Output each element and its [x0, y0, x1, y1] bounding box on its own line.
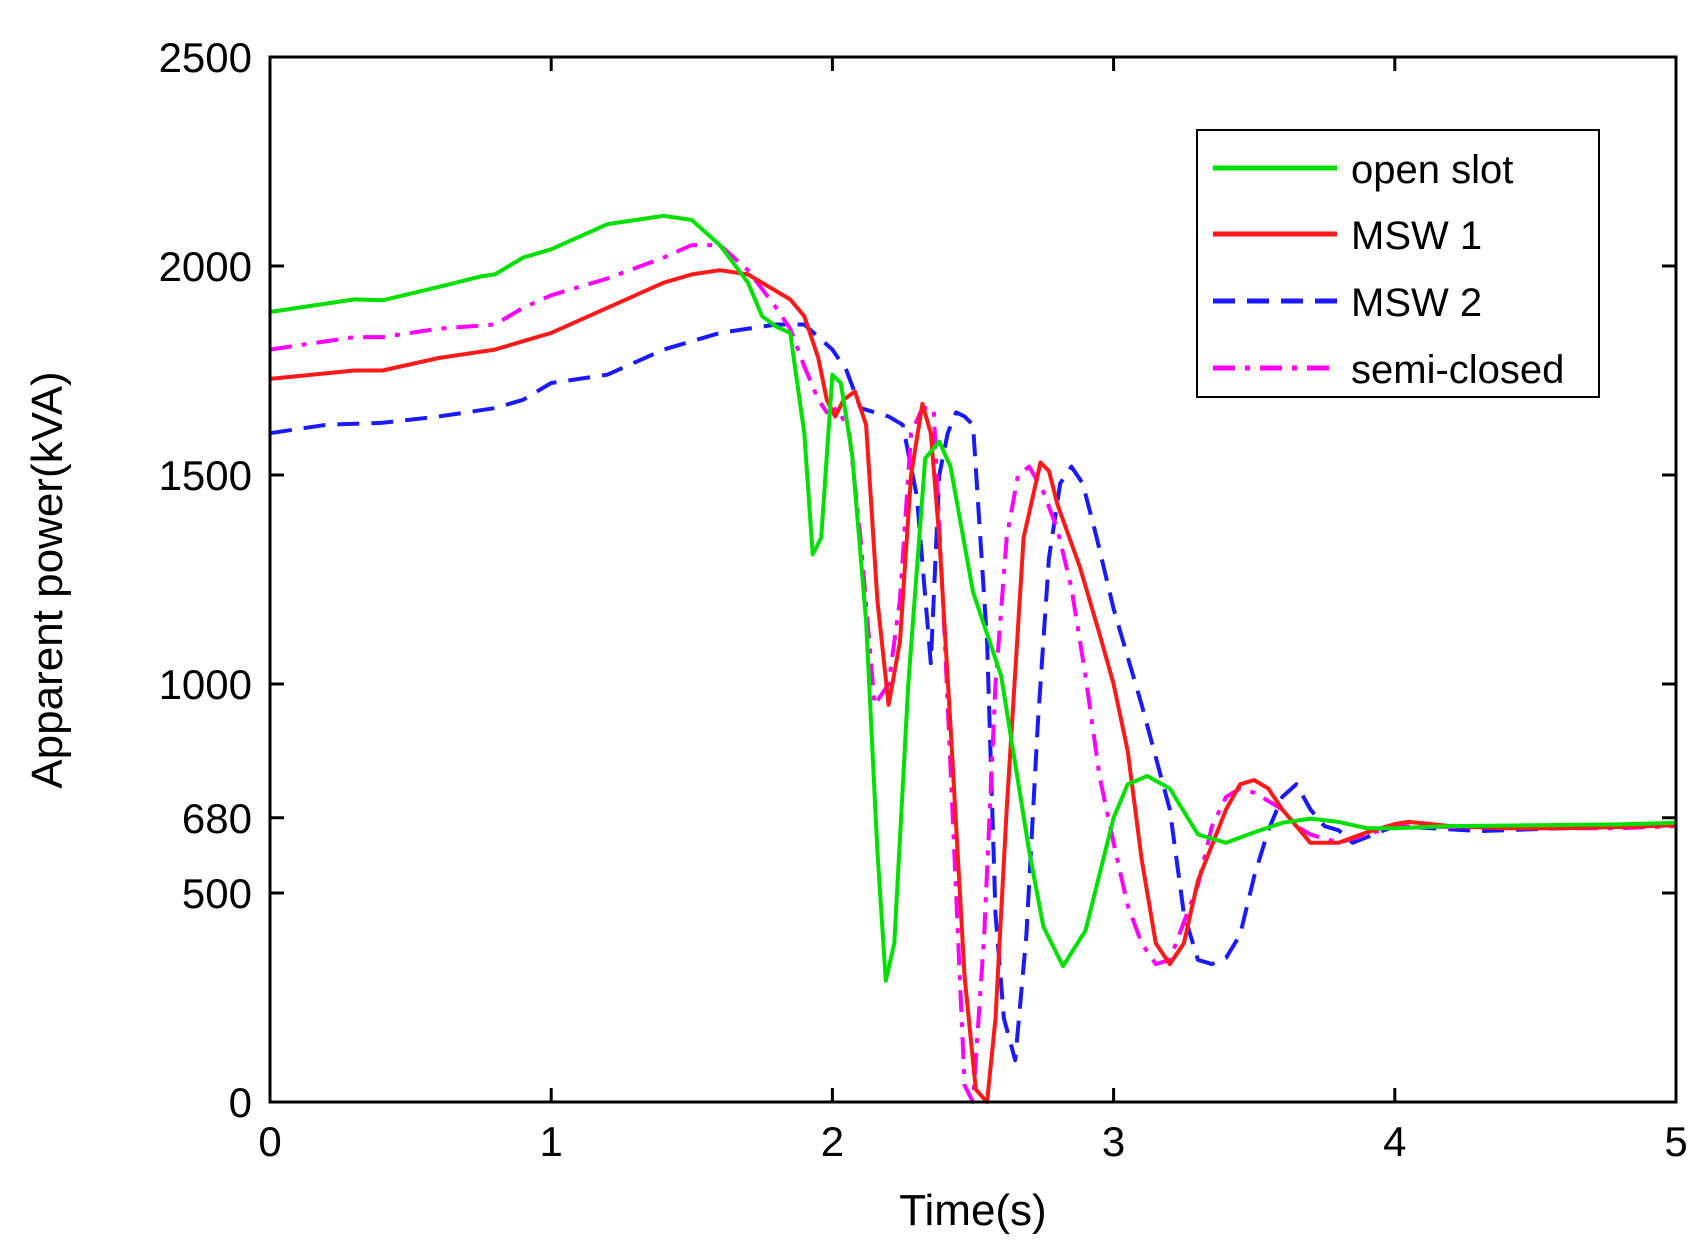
x-tick-label: 2: [821, 1118, 844, 1165]
y-axis-title: Apparent power(kVA): [23, 371, 72, 788]
x-tick-label: 5: [1664, 1118, 1687, 1165]
legend: open slot MSW 1 MSW 2 semi-closed: [1196, 129, 1600, 398]
legend-label-open-slot: open slot: [1351, 148, 1513, 192]
x-tick-label: 0: [258, 1118, 281, 1165]
y-tick-label: 2500: [159, 34, 252, 81]
legend-label-msw-2: MSW 2: [1351, 281, 1482, 325]
y-tick-label: 1000: [159, 661, 252, 708]
x-tick-label: 3: [1102, 1118, 1125, 1165]
series-line-msw-2: [269, 322, 1677, 1063]
legend-label-semi-closed: semi-closed: [1351, 348, 1564, 392]
series-layer: [269, 213, 1677, 1104]
legend-label-msw-1: MSW 1: [1351, 214, 1482, 258]
plot-area-frame: [268, 55, 1678, 1104]
y-tick-label: 2000: [159, 243, 252, 290]
x-tick-label: 1: [540, 1118, 563, 1165]
y-tick-label: 0: [229, 1079, 252, 1126]
series-line-semi-closed: [269, 243, 1677, 1104]
y-tick-label: 500: [182, 870, 252, 917]
y-tick-label: 1500: [159, 452, 252, 499]
x-tick-label: 4: [1383, 1118, 1406, 1165]
series-line-msw-1: [269, 268, 1677, 1104]
x-axis-title: Time(s): [899, 1186, 1046, 1235]
tick-layer: [268, 55, 1678, 1104]
series-line-open-slot: [269, 213, 1677, 983]
label-layer: 0 1 2 3 4 5 0 500 680 1000 1500 2000 2500: [159, 34, 1688, 1165]
y-tick-label: 680: [182, 795, 252, 842]
legend-box: [1196, 129, 1600, 398]
